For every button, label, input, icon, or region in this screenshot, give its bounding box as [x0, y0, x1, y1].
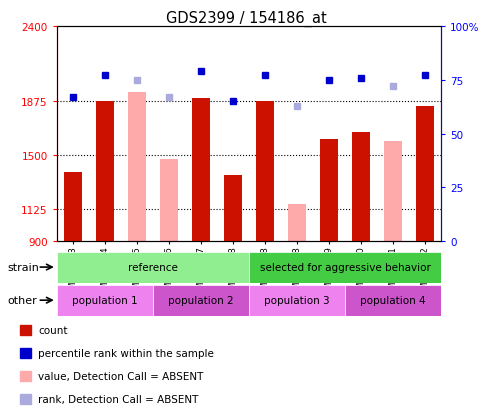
- Bar: [160, 160, 177, 242]
- Text: GDS2399 / 154186_at: GDS2399 / 154186_at: [166, 10, 327, 26]
- Bar: [249, 285, 345, 316]
- Text: rank, Detection Call = ABSENT: rank, Detection Call = ABSENT: [38, 394, 199, 404]
- Text: count: count: [38, 325, 68, 335]
- Bar: [20, 394, 32, 404]
- Bar: [128, 93, 145, 242]
- Bar: [153, 285, 249, 316]
- Text: selected for aggressive behavior: selected for aggressive behavior: [260, 262, 430, 273]
- Bar: [352, 133, 370, 242]
- Bar: [96, 101, 113, 242]
- Text: population 4: population 4: [360, 295, 426, 306]
- Bar: [417, 107, 434, 242]
- Bar: [192, 98, 210, 242]
- Bar: [57, 285, 153, 316]
- Text: population 2: population 2: [168, 295, 234, 306]
- Bar: [256, 101, 274, 242]
- Text: strain: strain: [7, 262, 39, 273]
- Bar: [288, 204, 306, 242]
- Bar: [57, 252, 249, 283]
- Text: population 3: population 3: [264, 295, 330, 306]
- Bar: [320, 140, 338, 242]
- Bar: [20, 371, 32, 381]
- Bar: [249, 252, 441, 283]
- Text: population 1: population 1: [72, 295, 138, 306]
- Bar: [64, 173, 81, 242]
- Bar: [224, 176, 242, 242]
- Bar: [20, 349, 32, 358]
- Bar: [385, 141, 402, 242]
- Text: value, Detection Call = ABSENT: value, Detection Call = ABSENT: [38, 371, 204, 381]
- Bar: [20, 325, 32, 335]
- Text: reference: reference: [128, 262, 178, 273]
- Text: other: other: [7, 295, 37, 306]
- Bar: [345, 285, 441, 316]
- Text: percentile rank within the sample: percentile rank within the sample: [38, 349, 214, 358]
